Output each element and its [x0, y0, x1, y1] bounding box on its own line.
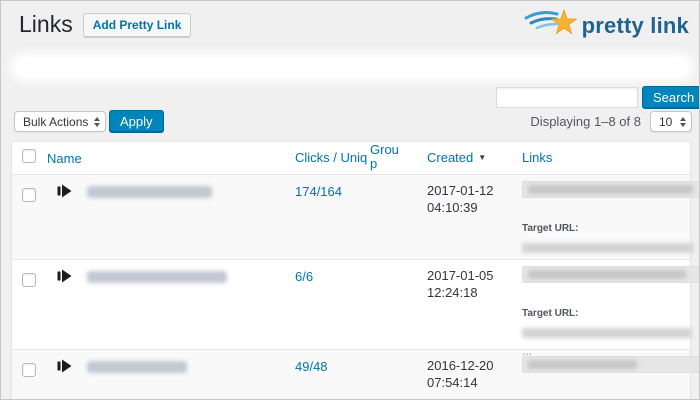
- created-time: 04:10:39: [427, 200, 478, 215]
- bulk-actions-label: Bulk Actions: [23, 114, 89, 129]
- link-arrow-icon: [57, 184, 72, 203]
- column-header-links: Links: [522, 150, 553, 165]
- per-page-value: 10: [659, 114, 673, 129]
- target-url-label: Target URL:: [522, 398, 699, 399]
- truncation-ellipsis: ...: [522, 344, 533, 358]
- redacted-link-name[interactable]: [87, 271, 227, 283]
- created-date: 2017-01-05: [427, 268, 494, 283]
- column-header-created[interactable]: Created: [427, 150, 474, 165]
- page-title: Links: [19, 11, 73, 37]
- row-checkbox[interactable]: [22, 273, 36, 287]
- clicks-count-link[interactable]: 49/48: [295, 359, 328, 374]
- table-row: 49/48 2016-12-20 07:54:14 Target URL:: [12, 349, 699, 399]
- redacted-pretty-link-field[interactable]: [522, 181, 699, 198]
- link-arrow-icon: [57, 269, 72, 288]
- clicks-count-link[interactable]: 174/164: [295, 184, 342, 199]
- column-header-group[interactable]: Group: [370, 141, 399, 172]
- redacted-link-name[interactable]: [87, 361, 187, 373]
- redacted-target-url: [522, 243, 694, 253]
- target-url-label: Target URL:: [522, 223, 579, 234]
- redacted-link-name[interactable]: [87, 186, 212, 198]
- per-page-select[interactable]: 10: [650, 111, 692, 132]
- search-input[interactable]: [496, 87, 638, 108]
- clicks-count-link[interactable]: 6/6: [295, 269, 314, 284]
- page-header: Links Add Pretty Link: [19, 11, 192, 39]
- add-pretty-link-button[interactable]: Add Pretty Link: [82, 12, 192, 37]
- logo-wordmark: pretty link: [581, 12, 689, 38]
- pretty-link-logo: pretty link: [524, 5, 689, 46]
- select-all-checkbox[interactable]: [22, 148, 36, 163]
- links-table: Name Clicks / Uniq Group Created ▼ Links …: [11, 141, 699, 399]
- up-down-stepper-icon: [675, 116, 691, 127]
- search-button[interactable]: Search: [642, 86, 699, 109]
- redacted-pretty-link-field[interactable]: [522, 356, 699, 373]
- created-time: 07:54:14: [427, 375, 478, 390]
- column-header-clicks[interactable]: Clicks / Uniq: [295, 150, 368, 165]
- blurred-notice-bar: [16, 58, 688, 76]
- bulk-actions-select[interactable]: Bulk Actions: [14, 111, 106, 132]
- apply-button[interactable]: Apply: [109, 110, 164, 133]
- table-row: 174/164 2017-01-12 04:10:39 Target URL:: [12, 174, 699, 259]
- up-down-stepper-icon: [89, 116, 105, 127]
- link-arrow-icon: [57, 359, 72, 378]
- pagination: Displaying 1–8 of 8 10: [530, 111, 692, 132]
- redacted-target-url: [522, 328, 692, 338]
- redacted-pretty-link-field[interactable]: [522, 266, 699, 283]
- target-url-label: Target URL:: [522, 308, 579, 319]
- column-header-name[interactable]: Name: [47, 150, 82, 166]
- sort-desc-icon: ▼: [478, 153, 487, 162]
- created-date: 2017-01-12: [427, 183, 494, 198]
- row-checkbox[interactable]: [22, 363, 36, 377]
- table-row: 6/6 2017-01-05 12:24:18 Target URL: ...: [12, 259, 699, 357]
- row-checkbox[interactable]: [22, 188, 36, 202]
- displaying-count: Displaying 1–8 of 8: [530, 114, 641, 129]
- created-date: 2016-12-20: [427, 358, 494, 373]
- created-time: 12:24:18: [427, 285, 478, 300]
- table-header-row: Name Clicks / Uniq Group Created ▼ Links: [12, 142, 690, 174]
- swoosh-star-icon: [524, 5, 580, 46]
